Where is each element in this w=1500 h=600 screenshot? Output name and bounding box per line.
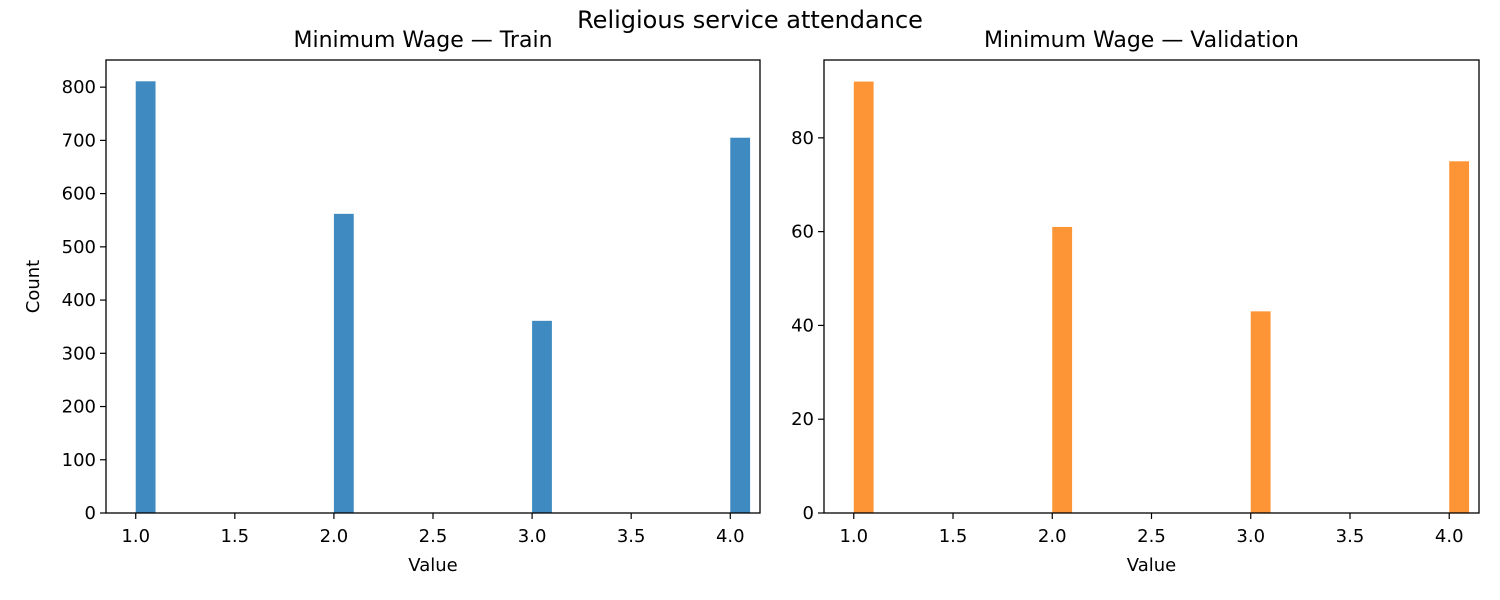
y-tick-label: 0 xyxy=(803,503,814,524)
validation-histogram-panel: 1.0 1.5 2.0 2.5 3.0 3.5 4.0 0 20 40 60 80 Minimum Wa… xyxy=(791,28,1480,576)
x-tick-label: 4.0 xyxy=(716,526,745,547)
x-axis-label: Value xyxy=(408,555,457,576)
x-tick-label: 1.0 xyxy=(839,526,868,547)
x-tick-label: 3.0 xyxy=(1236,526,1265,547)
y-tick-label: 80 xyxy=(791,128,814,149)
y-tick-label: 500 xyxy=(62,237,96,258)
histogram-bar xyxy=(853,81,874,514)
chart-title: Minimum Wage — Train xyxy=(293,28,552,53)
histogram-bar xyxy=(730,137,751,514)
x-tick-label: 3.0 xyxy=(518,526,547,547)
y-tick-label: 400 xyxy=(62,290,96,311)
y-tick-label: 100 xyxy=(62,450,96,471)
x-tick-label: 2.5 xyxy=(419,526,448,547)
x-tick-label: 2.0 xyxy=(1038,526,1067,547)
y-tick-label: 600 xyxy=(62,184,96,205)
y-tick-label: 200 xyxy=(62,397,96,418)
train-histogram-panel: 1.0 1.5 2.0 2.5 3.0 3.5 4.0 0 100 200 300 400 500 600… xyxy=(23,28,761,576)
x-tick-label: 2.5 xyxy=(1137,526,1166,547)
histogram-bar xyxy=(1449,161,1470,513)
y-tick-label: 60 xyxy=(791,222,814,243)
y-tick-label: 0 xyxy=(85,503,96,524)
x-tick-label: 3.5 xyxy=(617,526,646,547)
histogram-bar xyxy=(1052,226,1073,513)
chart-title: Minimum Wage — Validation xyxy=(984,28,1299,53)
y-tick-label: 300 xyxy=(62,343,96,364)
y-tick-label: 800 xyxy=(62,77,96,98)
histogram-bar xyxy=(532,320,552,513)
axes-frame xyxy=(105,59,761,514)
x-axis-label: Value xyxy=(1127,555,1176,576)
y-tick-label: 20 xyxy=(791,409,814,430)
histogram-bar xyxy=(1250,311,1271,513)
histogram-bar xyxy=(135,81,156,513)
axes-frame xyxy=(823,59,1480,514)
histogram-bar xyxy=(333,213,354,513)
x-tick-label: 1.5 xyxy=(220,526,249,547)
y-axis-label: Count xyxy=(23,260,44,313)
x-tick-label: 1.0 xyxy=(121,526,150,547)
x-tick-label: 2.0 xyxy=(320,526,349,547)
y-tick-label: 40 xyxy=(791,315,814,336)
y-tick-label: 700 xyxy=(62,130,96,151)
x-tick-label: 1.5 xyxy=(939,526,968,547)
x-tick-label: 4.0 xyxy=(1435,526,1464,547)
x-tick-label: 3.5 xyxy=(1336,526,1365,547)
figure-suptitle: Religious service attendance xyxy=(577,6,923,34)
